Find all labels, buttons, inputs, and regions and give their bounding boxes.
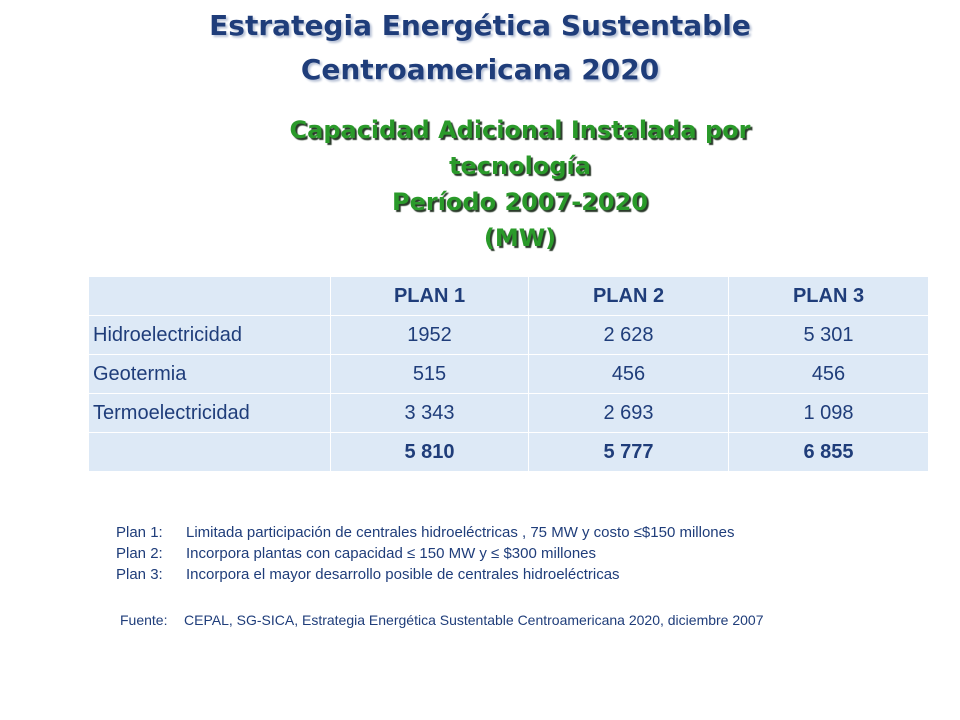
- cell-geo-plan-2: 456: [528, 354, 729, 394]
- row-label-total: [88, 432, 331, 472]
- source-text: CEPAL, SG-SICA, Estrategia Energética Su…: [184, 612, 764, 628]
- subtitle-line4: (MW): [483, 224, 557, 252]
- header-plan-2: PLAN 2: [528, 276, 729, 316]
- note-text: Incorpora plantas con capacidad ≤ 150 MW…: [186, 545, 597, 562]
- capacity-table: PLAN 1 PLAN 2 PLAN 3 Hidroelectricidad 1…: [88, 276, 929, 472]
- row-label-hidro: Hidroelectricidad: [88, 315, 331, 355]
- note-plan-1: Plan 1: Limitada participación de central…: [116, 522, 735, 543]
- header-plan-3: PLAN 3: [728, 276, 929, 316]
- note-text: Incorpora el mayor desarrollo posible de…: [186, 566, 620, 583]
- cell-total-plan-3: 6 855: [728, 432, 929, 472]
- note-key: Plan 3:: [116, 566, 163, 583]
- subtitle-line2: tecnología: [449, 152, 591, 180]
- note-text: Limitada participación de centrales hidr…: [186, 524, 735, 541]
- header-plan-1: PLAN 1: [330, 276, 529, 316]
- cell-hidro-plan-2: 2 628: [528, 315, 729, 355]
- source-key: Fuente:: [120, 612, 168, 628]
- cell-hidro-plan-1: 1952: [330, 315, 529, 355]
- header-empty: [88, 276, 331, 316]
- cell-termo-plan-3: 1 098: [728, 393, 929, 433]
- cell-termo-plan-2: 2 693: [528, 393, 729, 433]
- cell-geo-plan-1: 515: [330, 354, 529, 394]
- cell-total-plan-2: 5 777: [528, 432, 729, 472]
- subtitle-line1: Capacidad Adicional Instalada por: [289, 116, 751, 144]
- main-title: Estrategia Energética Sustentable Centro…: [0, 4, 960, 92]
- cell-geo-plan-3: 456: [728, 354, 929, 394]
- source-note: Fuente: CEPAL, SG-SICA, Estrategia Energé…: [120, 612, 764, 628]
- table-total-row: 5 810 5 777 6 855: [88, 432, 929, 472]
- table-subtitle: Capacidad Adicional Instalada por tecnol…: [120, 112, 920, 256]
- cell-termo-plan-1: 3 343: [330, 393, 529, 433]
- table-row: Hidroelectricidad 1952 2 628 5 301: [88, 315, 929, 355]
- note-key: Plan 1:: [116, 524, 163, 541]
- note-key: Plan 2:: [116, 545, 163, 562]
- cell-total-plan-1: 5 810: [330, 432, 529, 472]
- table-row: Termoelectricidad 3 343 2 693 1 098: [88, 393, 929, 433]
- table-row: Geotermia 515 456 456: [88, 354, 929, 394]
- row-label-geo: Geotermia: [88, 354, 331, 394]
- note-plan-2: Plan 2: Incorpora plantas con capacidad ≤…: [116, 543, 735, 564]
- main-title-line1: Estrategia Energética Sustentable: [209, 9, 751, 42]
- plan-notes: Plan 1: Limitada participación de central…: [116, 522, 735, 585]
- table-header-row: PLAN 1 PLAN 2 PLAN 3: [88, 276, 929, 316]
- note-plan-3: Plan 3: Incorpora el mayor desarrollo pos…: [116, 564, 735, 585]
- subtitle-line3: Período 2007-2020: [392, 188, 648, 216]
- row-label-termo: Termoelectricidad: [88, 393, 331, 433]
- main-title-line2: Centroamericana 2020: [300, 53, 660, 86]
- cell-hidro-plan-3: 5 301: [728, 315, 929, 355]
